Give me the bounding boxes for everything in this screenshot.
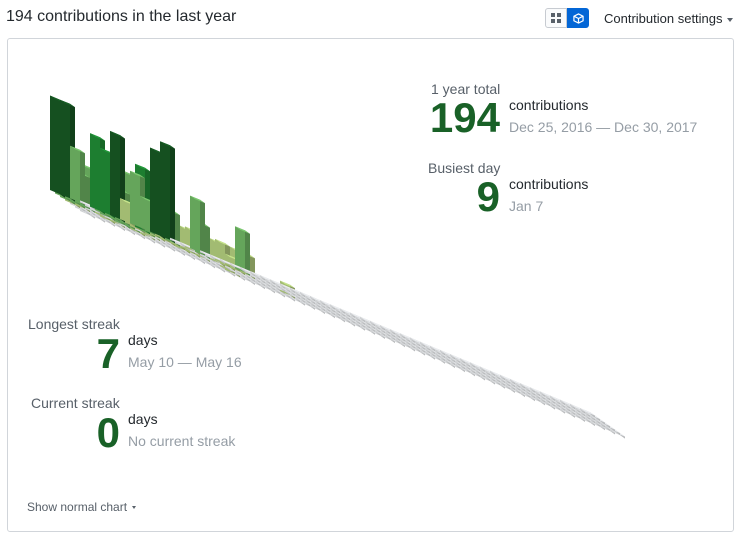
contribution-bar — [130, 170, 145, 179]
busiest-day-unit: contributions — [509, 176, 589, 192]
contribution-bar — [280, 280, 295, 289]
contribution-bar — [120, 198, 130, 224]
contribution-bar — [80, 149, 85, 206]
contribution-bar — [60, 99, 70, 199]
longest-streak-label: Longest streak — [28, 316, 120, 332]
contribution-bar — [245, 230, 250, 276]
contribution-settings-dropdown[interactable]: Contribution settings — [604, 11, 733, 26]
longest-streak-unit: days — [128, 332, 158, 348]
contribution-bar — [160, 141, 175, 149]
contribution-bar — [190, 195, 205, 204]
contribution-bar — [110, 130, 120, 220]
contribution-bar — [215, 238, 230, 247]
contribution-bar — [175, 211, 180, 247]
contribution-bar — [110, 130, 125, 139]
year-total-value: 194 — [429, 94, 500, 141]
grid-view-button[interactable] — [545, 8, 567, 28]
page-title: 194 contributions in the last year — [6, 8, 237, 25]
caret-down-icon — [726, 17, 733, 22]
cube-view-button[interactable] — [567, 8, 589, 28]
busiest-day-label: Busiest day — [428, 160, 501, 176]
grid-icon — [551, 13, 561, 23]
contribution-bar — [60, 99, 75, 108]
contribution-bar — [235, 226, 245, 273]
contribution-bar — [190, 195, 200, 253]
year-total-label: 1 year total — [431, 81, 501, 97]
year-total-range: Dec 25, 2016 — Dec 30, 2017 — [509, 119, 698, 135]
contribution-bar — [70, 145, 80, 203]
longest-streak-range: May 10 — May 16 — [128, 354, 242, 370]
contribution-card — [7, 38, 734, 532]
contribution-bar — [200, 199, 205, 256]
empty-day-cell — [580, 408, 595, 416]
busiest-day-date: Jan 7 — [509, 198, 544, 214]
contribution-bar — [90, 133, 100, 211]
contribution-bar — [100, 147, 110, 215]
contribution-bar — [160, 141, 170, 240]
current-streak-range: No current streak — [128, 433, 236, 449]
contribution-bar — [235, 226, 250, 234]
busiest-day-value: 9 — [476, 173, 500, 220]
contribution-settings-label: Contribution settings — [604, 11, 723, 26]
contribution-bar — [150, 147, 160, 236]
view-toggle — [545, 8, 589, 28]
current-streak-unit: days — [128, 411, 158, 427]
show-normal-chart-link[interactable]: Show normal chart — [27, 500, 137, 514]
longest-streak-value: 7 — [96, 330, 120, 377]
current-streak-label: Current streak — [31, 395, 120, 411]
year-total-unit: contributions — [509, 97, 589, 113]
contribution-bar — [135, 163, 150, 172]
contribution-bar — [90, 133, 105, 141]
contribution-bar — [130, 170, 140, 228]
show-normal-chart-label: Show normal chart — [27, 500, 128, 514]
contribution-bar — [170, 145, 175, 244]
current-streak-value: 0 — [96, 409, 120, 456]
contribution-bar — [140, 195, 150, 232]
contribution-bar — [70, 145, 85, 154]
contribution-bar — [85, 174, 90, 210]
contribution-bar — [205, 224, 210, 260]
caret-down-icon — [132, 506, 137, 510]
cube-icon — [572, 12, 584, 24]
contribution-bar — [50, 95, 60, 195]
